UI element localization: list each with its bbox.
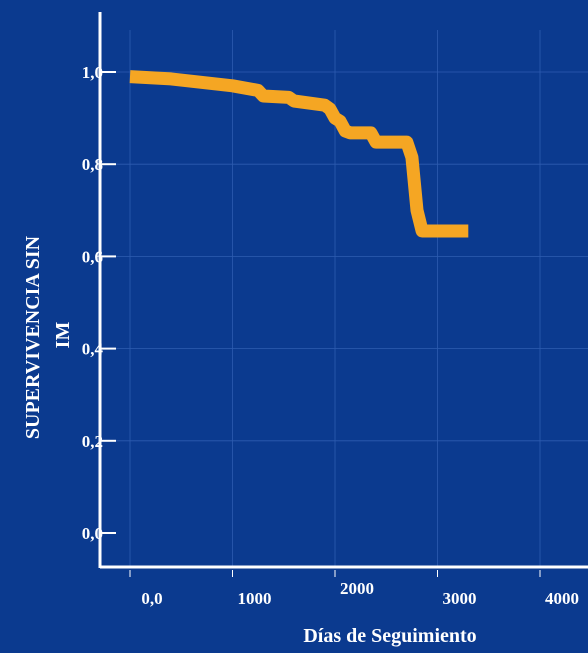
x-tick-label: 2000 [340,579,374,598]
survival-curve [129,70,469,238]
y-tick-label: 0,8 [82,155,103,174]
y-axis-title-line-1: SUPERVIVENCIA SIN [22,235,44,439]
x-tick-label: 3000 [443,589,477,608]
x-tick-label: 1000 [238,589,272,608]
grid-lines [100,30,588,566]
y-axis-title: SUPERVIVENCIA SIN IM [22,231,74,439]
axes [98,12,588,577]
x-tick-label: 4000 [545,589,579,608]
series-layer [129,70,469,238]
y-tick-label: 0,0 [82,524,103,543]
y-tick-label: 0,6 [82,247,103,266]
y-tick-label: 0,2 [82,432,103,451]
y-tick-label: 1,0 [82,63,103,82]
x-axis-title: Días de Seguimiento [303,625,476,647]
x-tick-label: 0,0 [141,589,162,608]
tick-labels: 0,0 0,2 0,4 0,6 0,8 1,0 0,0 1000 2000 3000 4000 [82,63,579,608]
y-axis-title-line-2: IM [52,322,74,349]
y-tick-label: 0,4 [82,340,104,359]
